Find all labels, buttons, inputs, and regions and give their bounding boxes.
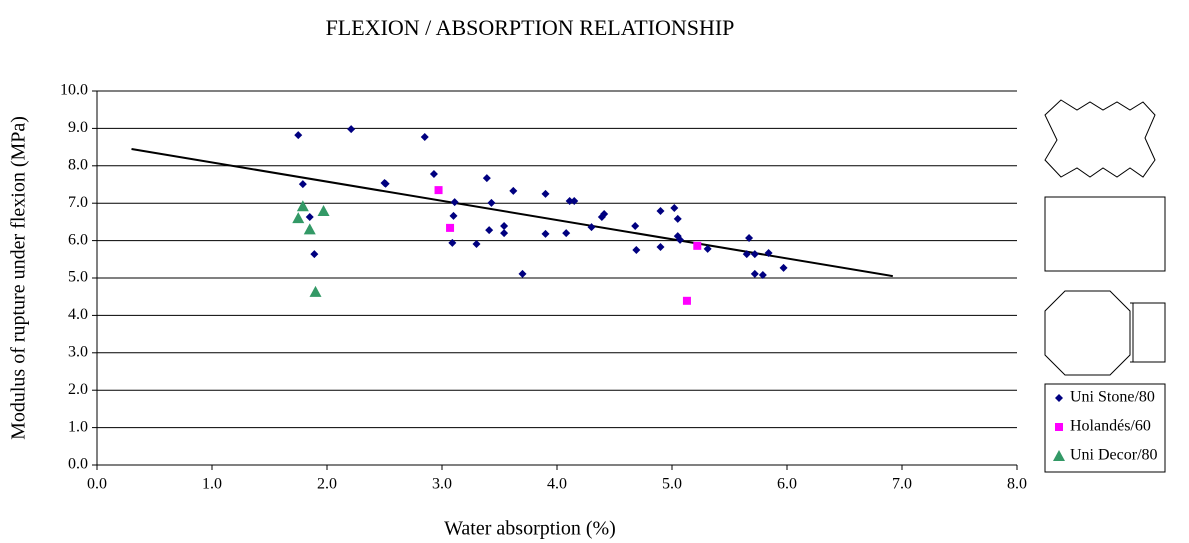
point xyxy=(703,244,712,253)
point xyxy=(500,222,509,231)
point xyxy=(381,179,390,188)
y-tick-label: 2.0 xyxy=(68,381,88,398)
point xyxy=(305,213,314,222)
x-tick-label: 3.0 xyxy=(432,476,452,493)
point xyxy=(296,200,309,212)
y-tick-label: 9.0 xyxy=(68,119,88,136)
point xyxy=(631,222,640,231)
point xyxy=(656,242,665,251)
point xyxy=(448,238,457,247)
point xyxy=(294,131,303,140)
point xyxy=(656,207,665,216)
point xyxy=(434,186,443,195)
point xyxy=(472,239,481,248)
point xyxy=(309,285,322,297)
point xyxy=(758,271,767,280)
point xyxy=(518,269,527,278)
legend-label: Uni Decor/80 xyxy=(1070,447,1158,464)
point xyxy=(693,241,702,250)
x-tick-label: 8.0 xyxy=(1007,476,1027,493)
point xyxy=(310,250,319,259)
legend-marker xyxy=(1053,450,1065,461)
y-tick-label: 10.0 xyxy=(60,82,88,99)
legend-label: Holandés/60 xyxy=(1070,418,1151,435)
point xyxy=(509,186,518,195)
point xyxy=(317,205,330,217)
legend-box xyxy=(1044,383,1166,473)
y-tick-label: 1.0 xyxy=(68,418,88,435)
y-tick-label: 0.0 xyxy=(68,456,88,473)
point xyxy=(632,245,641,254)
point xyxy=(541,189,550,198)
x-axis-label: Water absorption (%) xyxy=(444,518,616,540)
y-tick-label: 8.0 xyxy=(68,156,88,173)
point xyxy=(292,212,305,224)
x-tick-label: 2.0 xyxy=(317,476,337,493)
point xyxy=(500,229,509,238)
point xyxy=(682,296,691,305)
point xyxy=(742,250,751,259)
y-tick-label: 5.0 xyxy=(68,269,88,286)
x-tick-label: 6.0 xyxy=(777,476,797,493)
point xyxy=(429,170,438,179)
point xyxy=(587,223,596,232)
point xyxy=(303,223,316,235)
x-tick-label: 0.0 xyxy=(87,476,107,493)
point xyxy=(764,248,773,257)
point xyxy=(565,196,574,205)
point xyxy=(673,214,682,223)
legend-label: Uni Stone/80 xyxy=(1070,389,1155,406)
rect-paver-small xyxy=(1132,302,1166,363)
point xyxy=(485,226,494,235)
point xyxy=(600,210,609,219)
point xyxy=(570,196,579,205)
point xyxy=(449,211,458,220)
point xyxy=(676,235,685,244)
rect-paver xyxy=(1044,196,1166,272)
legend-marker xyxy=(1055,423,1063,431)
point xyxy=(482,174,491,183)
point xyxy=(298,180,307,189)
point xyxy=(487,198,496,207)
trend-line xyxy=(131,147,893,278)
y-tick-label: 6.0 xyxy=(68,231,88,248)
y-tick-label: 7.0 xyxy=(68,194,88,211)
point xyxy=(450,198,459,207)
x-tick-label: 5.0 xyxy=(662,476,682,493)
point xyxy=(541,229,550,238)
zigzag-paver xyxy=(1044,99,1156,178)
point xyxy=(446,223,455,232)
point xyxy=(750,250,759,259)
octagon-paver xyxy=(1044,290,1131,376)
point xyxy=(347,125,356,134)
y-axis-label: Modulus of rupture under flexion (MPa) xyxy=(8,116,30,440)
x-tick-label: 4.0 xyxy=(547,476,567,493)
point xyxy=(670,204,679,213)
x-tick-label: 1.0 xyxy=(202,476,222,493)
chart-title: FLEXION / ABSORPTION RELATIONSHIP xyxy=(326,15,735,40)
y-tick-label: 4.0 xyxy=(68,306,88,323)
legend-marker xyxy=(1055,394,1063,402)
point xyxy=(420,133,429,142)
paver-shapes xyxy=(1044,99,1166,376)
point xyxy=(562,229,571,238)
point xyxy=(745,233,754,242)
point xyxy=(750,269,759,278)
y-tick-label: 3.0 xyxy=(68,343,88,360)
point xyxy=(779,263,788,272)
x-tick-label: 7.0 xyxy=(892,476,912,493)
